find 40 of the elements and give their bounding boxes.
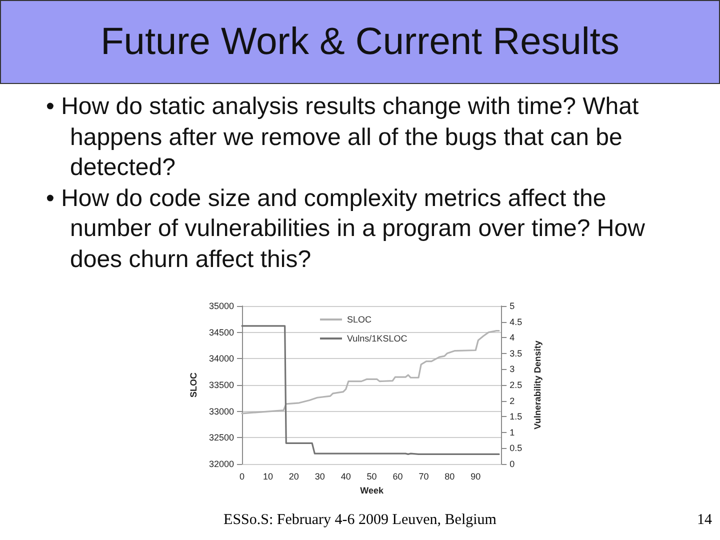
y-tick-label: 35000 [208,301,234,311]
y-tick-label: 33000 [208,406,234,416]
y2-tick-label: 5 [510,301,515,311]
x-tick-label: 0 [239,472,245,482]
x-tick-label: 80 [444,472,455,482]
y2-tick-label: 3.5 [510,348,522,358]
x-axis-title: Week [360,485,384,496]
y-tick-label: 33500 [208,380,234,390]
x-tick-label: 10 [262,472,273,482]
y2-tick-label: 4 [510,332,515,343]
line-series [241,330,500,414]
y2-tick-label: 0.5 [510,443,522,454]
x-tick-label: 40 [340,472,351,482]
text: 14 [697,512,712,529]
x-tick-label: 50 [366,472,377,482]
x-tick-label: 20 [288,472,299,482]
y-axis-title: SLOC [188,372,199,398]
y2-tick-label: 4.5 [510,316,522,327]
x-tick-label: 70 [418,472,429,482]
text: • How do code size and complexity metrics affect the number of vulnerabilities in a program over time? How does churn affect this? [46,184,646,274]
text: • How do static analysis results change with time? What happens after we remove all of the bugs that can be detected? [46,92,640,183]
y2-axis-title: Vulnerability Density [532,340,542,430]
x-tick-label: 30 [314,472,325,482]
y2-tick-label: 0 [510,459,515,469]
y2-tick-label: 2 [510,396,515,406]
y-tick-label: 34500 [208,327,234,338]
legend-label: Vulns/1KSLOC [347,334,408,344]
y-tick-label: 34000 [208,354,234,364]
y-tick-label: 32500 [208,432,234,443]
line-series [241,325,500,456]
y2-tick-label: 3 [510,364,515,374]
y-tick-label: 32000 [208,459,234,469]
y2-tick-label: 2.5 [510,380,522,390]
y2-tick-label: 1.5 [510,412,522,422]
y2-tick-label: 1 [510,427,515,438]
x-tick-label: 60 [392,472,403,482]
x-tick-label: 90 [470,472,481,482]
chart-title: Future Work & Current Results [0,0,720,84]
text: ESSo.S: February 4-6 2009 Leuven, Belgium [224,512,496,528]
legend-label: SLOC [347,314,372,324]
